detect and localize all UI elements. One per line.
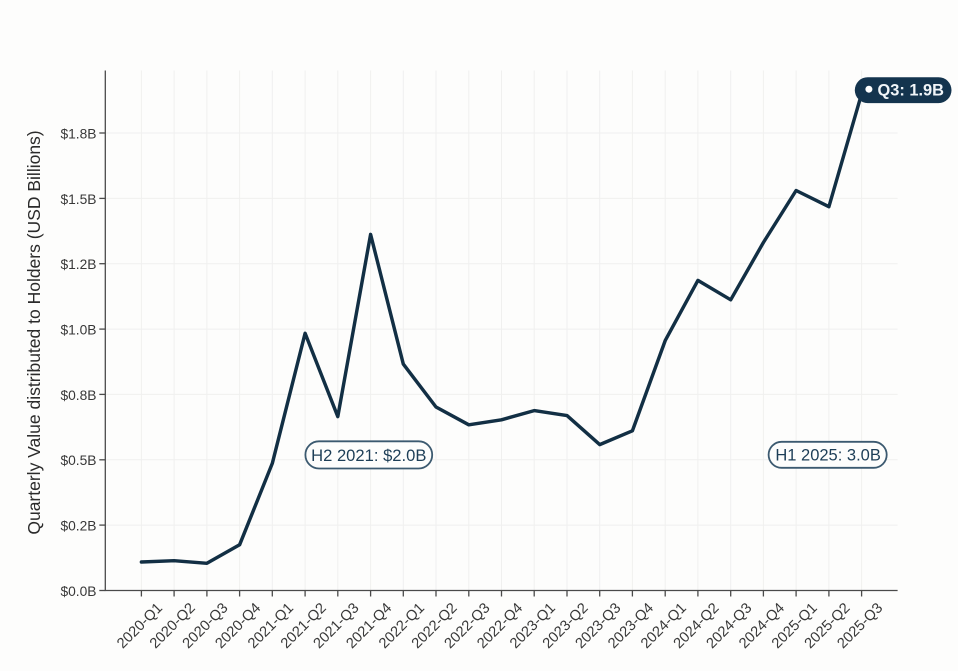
svg-text:$0.8B: $0.8B — [60, 388, 96, 403]
svg-text:H2 2021: $2.0B: H2 2021: $2.0B — [311, 446, 426, 465]
svg-text:Q3: 1.9B: Q3: 1.9B — [878, 82, 945, 100]
svg-text:H1 2025: 3.0B: H1 2025: 3.0B — [775, 447, 881, 465]
svg-text:Quarterly Value distributed to: Quarterly Value distributed to Holders (… — [24, 130, 44, 534]
svg-text:$0.0B: $0.0B — [60, 584, 96, 599]
svg-text:$1.8B: $1.8B — [60, 126, 96, 141]
svg-text:$1.5B: $1.5B — [60, 192, 96, 207]
svg-text:$1.0B: $1.0B — [60, 323, 96, 338]
svg-text:$0.2B: $0.2B — [60, 519, 96, 534]
svg-text:$1.2B: $1.2B — [60, 257, 96, 272]
svg-text:$0.5B: $0.5B — [60, 453, 96, 468]
